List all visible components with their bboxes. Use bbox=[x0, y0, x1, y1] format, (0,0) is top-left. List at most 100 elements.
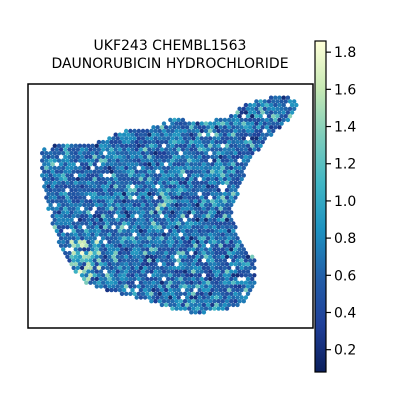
tissue-spot bbox=[205, 221, 211, 226]
tissue-spot bbox=[130, 206, 135, 211]
tissue-spot bbox=[58, 169, 64, 174]
tissue-spot bbox=[71, 250, 76, 256]
tissue-spot bbox=[88, 258, 93, 263]
tissue-spot bbox=[145, 262, 150, 267]
tissue-spot bbox=[140, 151, 146, 156]
tissue-spot bbox=[161, 291, 167, 296]
tissue-spot bbox=[229, 276, 234, 282]
tissue-spot bbox=[243, 280, 249, 285]
tissue-spot bbox=[174, 291, 179, 296]
tissue-spot bbox=[132, 210, 137, 215]
tissue-spot bbox=[239, 162, 244, 167]
tissue-spot bbox=[138, 154, 144, 160]
tissue-spot bbox=[126, 258, 131, 263]
tissue-spot bbox=[163, 213, 169, 219]
tissue-spot bbox=[241, 299, 246, 304]
tissue-spot bbox=[63, 154, 68, 160]
tissue-spot bbox=[63, 191, 68, 197]
tissue-spot bbox=[170, 128, 175, 134]
tissue-spot bbox=[138, 265, 144, 271]
tissue-spot bbox=[218, 162, 223, 167]
tissue-spot bbox=[166, 276, 171, 282]
tissue-spot bbox=[69, 239, 74, 245]
tissue-spot bbox=[155, 147, 160, 152]
tissue-spot bbox=[243, 132, 249, 137]
tissue-spot bbox=[178, 195, 183, 200]
tissue-spot bbox=[256, 125, 261, 130]
tissue-spot bbox=[136, 269, 141, 274]
tissue-spot bbox=[136, 128, 141, 134]
tissue-spot bbox=[224, 121, 230, 126]
tissue-spot bbox=[134, 228, 139, 234]
tissue-spot bbox=[145, 232, 150, 237]
tissue-spot bbox=[71, 199, 76, 204]
tissue-spot bbox=[149, 202, 154, 208]
tissue-spot bbox=[119, 217, 125, 222]
tissue-spot bbox=[218, 139, 223, 145]
tissue-spot bbox=[149, 165, 154, 171]
tissue-spot bbox=[67, 176, 72, 182]
tissue-spot bbox=[178, 121, 183, 126]
tissue-spot bbox=[132, 143, 137, 148]
tissue-spot bbox=[168, 184, 173, 189]
tissue-spot bbox=[168, 132, 173, 137]
tissue-spot bbox=[205, 236, 211, 241]
tissue-spot bbox=[247, 110, 253, 115]
tissue-spot bbox=[168, 273, 173, 278]
tissue-spot bbox=[205, 287, 211, 293]
tissue-spot bbox=[151, 176, 156, 182]
tissue-spot bbox=[163, 265, 169, 271]
tissue-spot bbox=[205, 169, 211, 174]
tissue-spot bbox=[140, 143, 146, 148]
tissue-spot bbox=[126, 139, 131, 145]
tissue-spot bbox=[273, 117, 278, 123]
tissue-spot bbox=[182, 254, 188, 259]
tissue-spot bbox=[132, 291, 137, 296]
tissue-spot bbox=[231, 199, 236, 204]
tissue-spot bbox=[203, 247, 209, 252]
tissue-spot bbox=[212, 225, 217, 230]
tissue-spot bbox=[142, 280, 148, 285]
tissue-spot bbox=[220, 262, 225, 267]
tissue-spot bbox=[61, 158, 66, 163]
tissue-spot bbox=[88, 243, 93, 248]
tissue-spot bbox=[218, 236, 223, 241]
tissue-spot bbox=[172, 221, 177, 226]
tissue-spot bbox=[115, 136, 121, 141]
tissue-spot bbox=[229, 143, 234, 148]
tissue-spot bbox=[262, 121, 267, 126]
tissue-spot bbox=[191, 262, 196, 267]
tissue-spot bbox=[163, 287, 169, 293]
tissue-spot bbox=[178, 269, 183, 274]
tissue-spot bbox=[180, 221, 186, 226]
tissue-spot bbox=[187, 158, 192, 163]
tissue-spot bbox=[130, 176, 135, 182]
tissue-spot bbox=[252, 139, 257, 145]
tissue-spot bbox=[216, 121, 221, 126]
tissue-spot bbox=[124, 136, 129, 141]
tissue-spot bbox=[159, 295, 165, 300]
tissue-spot bbox=[268, 95, 274, 100]
tissue-spot bbox=[105, 162, 110, 167]
tissue-spot bbox=[73, 195, 79, 200]
tissue-spot bbox=[77, 210, 83, 215]
tissue-spot bbox=[214, 287, 219, 293]
tissue-spot bbox=[151, 206, 156, 211]
tissue-spot bbox=[79, 176, 85, 182]
tissue-spot bbox=[205, 258, 211, 263]
tissue-spot bbox=[142, 184, 148, 189]
tissue-spot bbox=[250, 114, 255, 119]
tissue-spot bbox=[69, 143, 74, 148]
tissue-spot bbox=[69, 151, 74, 156]
tissue-spot bbox=[254, 143, 259, 148]
tissue-spot bbox=[226, 265, 232, 271]
tissue-spot bbox=[67, 221, 72, 226]
tissue-spot bbox=[65, 239, 70, 245]
tissue-spot bbox=[151, 250, 156, 256]
tissue-spot bbox=[239, 243, 244, 248]
tissue-spot bbox=[96, 265, 102, 271]
tissue-spot bbox=[195, 128, 200, 134]
tissue-spot bbox=[201, 250, 207, 256]
tissue-spot bbox=[113, 139, 118, 145]
tissue-spot bbox=[153, 269, 158, 274]
